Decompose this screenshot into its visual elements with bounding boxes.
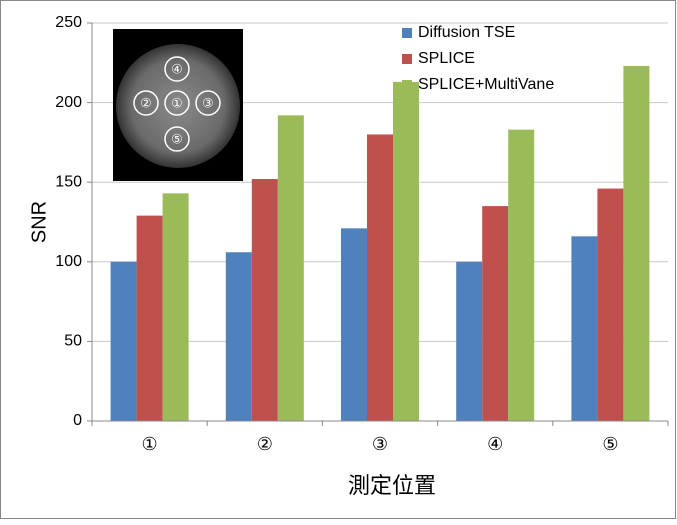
inset-image: ④ ② ① ③ ⑤: [113, 29, 243, 181]
inset-label: ①: [171, 95, 183, 110]
legend-swatch: [402, 28, 412, 38]
bar: [482, 206, 509, 421]
x-tick-label: ②: [257, 434, 273, 454]
inset-marker: [164, 126, 190, 152]
y-tick-label: 250: [55, 14, 82, 31]
bar: [277, 115, 304, 421]
y-tick-label: 0: [73, 412, 82, 429]
bar: [136, 215, 163, 421]
bar: [508, 129, 535, 421]
bar: [597, 188, 624, 421]
legend-label: SPLICE: [418, 50, 475, 67]
bar: [393, 81, 419, 422]
inset-label: ④: [171, 61, 183, 76]
bar: [623, 65, 650, 421]
legend-label: Diffusion TSE: [418, 24, 515, 41]
bar: [341, 228, 367, 421]
bar: [367, 134, 393, 421]
y-tick-label: 50: [64, 333, 82, 350]
legend-swatch: [402, 80, 412, 90]
inset-label: ③: [202, 95, 214, 110]
y-tick-label: 200: [55, 94, 82, 111]
phantom: [116, 44, 240, 168]
y-tick-label: 150: [55, 173, 82, 190]
inset-marker: [164, 90, 190, 116]
bar: [571, 236, 598, 421]
bar: [251, 179, 278, 421]
bar: [225, 252, 252, 421]
inset-marker: [133, 90, 159, 116]
x-axis-label: 測定位置: [348, 473, 436, 498]
x-tick-label: ③: [372, 434, 388, 454]
x-tick-label: ①: [142, 434, 158, 454]
y-tick-label: 100: [55, 253, 82, 270]
inset-label: ⑤: [171, 131, 183, 146]
bar: [162, 193, 189, 421]
inset-marker: [195, 90, 221, 116]
x-tick-label: ④: [487, 434, 503, 454]
inset-marker: [164, 56, 190, 82]
bar: [110, 261, 137, 421]
y-axis-label: SNR: [28, 201, 50, 243]
bar: [456, 261, 483, 421]
legend-label: SPLICE+MultiVane: [418, 76, 554, 93]
legend-swatch: [402, 54, 412, 64]
inset-label: ②: [140, 95, 152, 110]
x-tick-label: ⑤: [602, 434, 618, 454]
